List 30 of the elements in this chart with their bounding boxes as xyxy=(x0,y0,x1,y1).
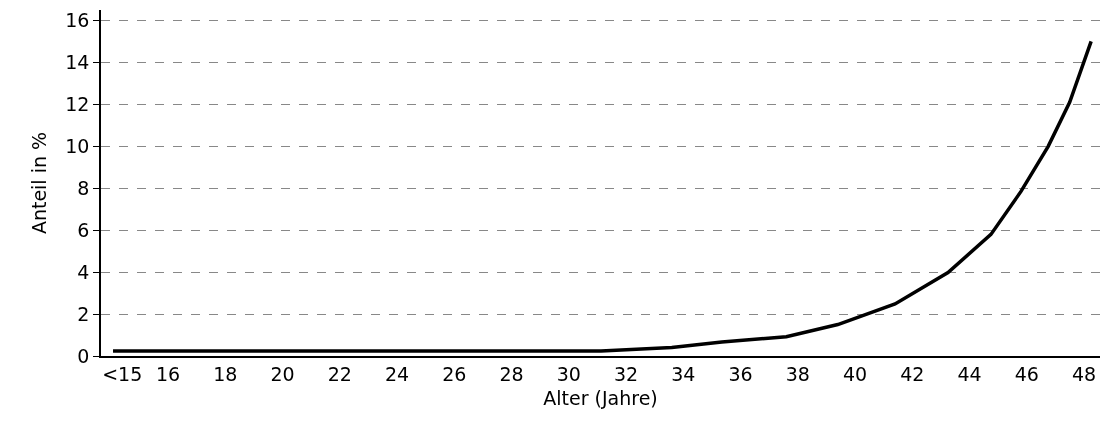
x-tick-label: 16 xyxy=(155,362,181,385)
line-series xyxy=(111,39,1093,353)
x-tick-label: 36 xyxy=(728,362,753,385)
y-tick-label: 14 xyxy=(65,51,90,74)
y-tick-label: 8 xyxy=(77,176,90,199)
y-tick-label: 4 xyxy=(77,260,90,283)
x-tick-label: 34 xyxy=(671,362,696,385)
x-tick-label: 18 xyxy=(213,362,238,385)
y-tick-label: 0 xyxy=(77,344,90,367)
y-tick-label: 6 xyxy=(77,218,90,241)
y-tick-label: 10 xyxy=(65,134,90,157)
y-axis-title: Anteil in % xyxy=(27,131,50,235)
x-tick-label: 48 xyxy=(1071,362,1097,385)
x-tick-label: 30 xyxy=(556,362,581,385)
y-tick-label: 12 xyxy=(65,93,90,116)
x-tick-label: 44 xyxy=(957,362,982,385)
x-axis-title: Alter (Jahre) xyxy=(543,386,658,409)
x-tick-label: 46 xyxy=(1014,362,1039,385)
y-tick-label: 16 xyxy=(65,9,90,32)
x-tick-label: 40 xyxy=(842,362,868,385)
x-tick-label: 20 xyxy=(270,362,295,385)
x-tick-label: 28 xyxy=(499,362,524,385)
x-tick-label: 22 xyxy=(327,362,352,385)
y-tick-label: 2 xyxy=(77,302,90,325)
x-tick-label: 24 xyxy=(384,362,410,385)
x-tick-label: <15 xyxy=(102,362,143,385)
x-tick-label: 42 xyxy=(900,362,925,385)
x-tick-label: 26 xyxy=(442,362,467,385)
x-tick-label: 32 xyxy=(613,362,639,385)
x-tick-label: 38 xyxy=(785,362,810,385)
